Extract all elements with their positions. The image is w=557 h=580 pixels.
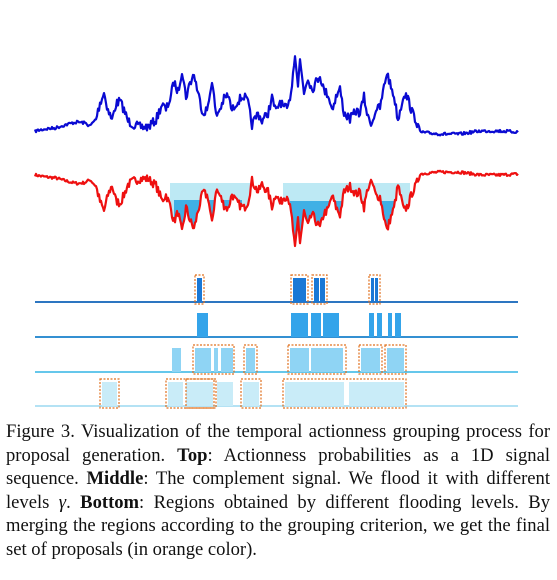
caption-gamma-text: . [66,491,81,513]
region-bar [243,382,259,406]
region-bar [323,313,339,337]
region-bar [369,313,374,337]
region-bar [195,348,211,372]
region-bar [214,348,218,372]
region-bar [102,382,117,406]
region-bar [371,278,374,302]
region-bar [221,348,233,372]
region-bar [217,382,233,406]
proposal-box [384,344,407,375]
caption-bottom-label: Bottom [80,491,140,513]
region-bar [290,348,309,372]
region-bar [311,348,343,372]
proposal-box [282,378,407,409]
actionness-signal-line [33,55,519,137]
region-bar [197,278,202,302]
region-bar [395,313,401,337]
region-bar [172,348,181,372]
region-bar [349,382,404,406]
region-bar [285,382,344,406]
region-bar [387,348,404,372]
region-bar [388,313,392,337]
region-bar [361,348,380,372]
region-bar [320,278,325,302]
figure-caption: Figure 3. Visualization of the temporal … [6,420,550,562]
caption-top-label: Top [177,444,208,466]
proposal-box [311,274,328,305]
proposal-box [99,378,120,409]
region-bar [314,278,319,302]
region-bar [377,313,382,337]
region-bar [291,313,308,337]
proposal-box [290,274,309,305]
proposal-box [358,344,383,375]
proposal-box [368,274,381,305]
region-bar [246,348,255,372]
caption-middle-text: : The complement signal. We flood it wit… [6,468,550,513]
flooding-level-rows [35,274,518,409]
caption-gamma-symbol: γ [58,491,67,513]
region-bar [197,313,208,337]
caption-top-text: : Actionness probabilities as a 1D signa… [6,444,550,490]
region-bar [311,313,321,337]
caption-bottom-text: : Regions obtained by different flooding… [6,491,551,560]
flood-basin [290,201,400,246]
caption-label: Figure 3. [6,421,75,442]
region-bar [186,382,213,406]
proposal-box [185,378,217,409]
caption-intro-text: Visualization of the temporal actionness… [6,421,551,466]
proposal-box [194,274,205,305]
tag-visualization-figure [33,55,519,409]
proposal-box [287,344,347,375]
complement-signal-line [33,169,519,248]
caption-middle-label: Middle [86,468,144,490]
region-bar [293,278,306,302]
region-bar [375,278,378,302]
region-bar [168,382,183,406]
